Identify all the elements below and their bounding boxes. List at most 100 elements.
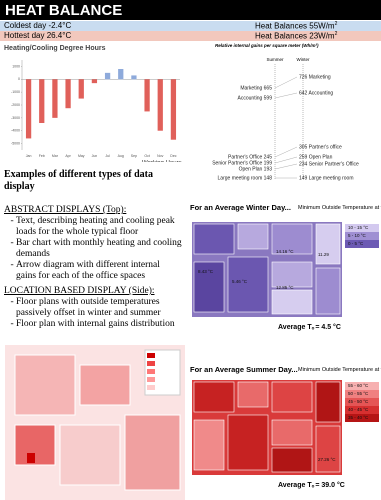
legend-label: 40 - 45 °C <box>348 407 369 412</box>
bar <box>131 75 137 80</box>
summer-label: Partner's Office 245 <box>228 154 272 160</box>
room <box>271 223 313 255</box>
x-tick-label: May <box>78 154 85 158</box>
gains-diagram: Relative internal gains per square meter… <box>212 43 359 181</box>
bullet: Text, describing heating and cooling pea… <box>16 216 182 238</box>
avg-part: Average T <box>278 482 312 489</box>
room <box>193 261 225 313</box>
legend-swatch <box>345 414 379 422</box>
bar <box>91 79 98 84</box>
heading: Examples of different types of data disp… <box>4 169 153 192</box>
y-tick-label: -4000 <box>11 129 20 133</box>
summer-label: Accounting 599 <box>238 95 273 101</box>
winter-label: 642 Accounting <box>299 90 333 96</box>
avg-part: Average T <box>278 324 312 331</box>
room <box>193 223 235 255</box>
room-temp: 12.85 °C <box>276 285 294 290</box>
plan-note: Minimum Outside Temperature at which Tco… <box>298 367 381 374</box>
room <box>271 261 313 288</box>
sub-heading: ABSTRACT DISPLAYS (Top): <box>4 205 127 215</box>
legend-swatch <box>345 406 379 414</box>
bar <box>65 79 71 109</box>
x-tick-label: Jan <box>26 154 32 158</box>
room <box>315 267 341 315</box>
room-temp: 14.16 °C <box>276 249 294 254</box>
winter-label: 726 Marketing <box>299 74 331 80</box>
room-temp: 27.26 °C <box>318 457 336 462</box>
x-tick-label: Dec <box>170 154 176 158</box>
bullet: Bar chart with monthly heating and cooli… <box>16 238 182 260</box>
arrow <box>274 76 298 89</box>
bullet: Floor plans with outside temperatures pa… <box>16 297 182 319</box>
plan-heading: For an Average Winter Day... <box>190 203 291 212</box>
x-tick-label: Aug <box>118 154 124 158</box>
legend-label: 5 - 10 °C <box>348 233 367 238</box>
y-tick-label: -3000 <box>11 116 20 120</box>
row-right: Heat Balances 55W/m <box>255 21 335 31</box>
room <box>193 419 225 471</box>
bar <box>25 79 32 139</box>
arrow <box>274 163 298 170</box>
bullet: Floor plan with internal gains distribut… <box>16 319 182 330</box>
legend-label: 50 - 55 °C <box>348 391 369 396</box>
summer-label: Senior Partner's Office 199 <box>212 160 272 166</box>
avg-part: o <box>312 484 315 489</box>
bar <box>52 79 58 118</box>
room-temp: 8.43 °C <box>198 269 214 274</box>
room <box>315 381 341 423</box>
room <box>271 381 313 413</box>
x-tick-label: Sep <box>131 154 137 158</box>
sub-heading: LOCATION BASED DISPLAY (Side): <box>4 286 155 296</box>
legend-swatch <box>345 240 379 248</box>
legend-label: 35 - 40 °C <box>348 415 369 420</box>
room <box>237 381 269 408</box>
x-tick-label: Feb <box>39 154 45 158</box>
x-tick-label: Oct <box>144 154 149 158</box>
room <box>271 447 313 473</box>
legend-label: 45 - 50 °C <box>348 399 369 404</box>
annotation: Working Hours <box>142 161 182 162</box>
room <box>193 381 235 413</box>
note-part: Minimum Outside Temperature at which T <box>298 367 381 373</box>
room-temp: 5.46 °C <box>232 279 248 284</box>
legend-label: 10 - 15 °C <box>348 225 369 230</box>
avg-part: o <box>312 326 315 331</box>
winter-head: Winter <box>296 57 310 62</box>
average: Average To= 4.5 °C <box>278 323 341 331</box>
bar <box>144 79 150 112</box>
title: HEAT BALANCE <box>5 2 123 19</box>
winter-label: 259 Open Plan <box>299 154 333 160</box>
bar <box>104 72 111 80</box>
y-tick-label: 0 <box>18 77 20 81</box>
summer-label: Open Plan 193 <box>239 166 273 172</box>
arrow <box>274 146 298 158</box>
x-tick-label: Apr <box>65 154 71 158</box>
gains-title: Relative internal gains per square meter… <box>215 43 319 48</box>
summer-label: Large meeting room 148 <box>218 175 273 181</box>
x-tick-label: Jun <box>92 154 98 158</box>
bar <box>118 69 124 80</box>
bar <box>170 79 177 140</box>
bar <box>39 79 45 123</box>
room <box>271 289 313 315</box>
note-part: Minimum Outside Temperature at which T <box>298 205 381 211</box>
room <box>315 425 341 473</box>
winter-plan: For an Average Winter Day... Minimum Outs… <box>190 203 381 331</box>
bar <box>157 79 163 131</box>
sup: 2 <box>334 21 338 27</box>
room <box>227 256 269 313</box>
bar <box>78 79 84 99</box>
room <box>315 223 341 265</box>
arrow <box>274 156 298 164</box>
summer-plan: For an Average Summer Day... Minimum Outs… <box>190 365 381 489</box>
bar-chart: Heating/Cooling Degree Hours 1000 0 -1000 -… <box>4 45 182 162</box>
legend-label: 0 - 5 °C <box>348 241 364 246</box>
legend-label: 55 - 60 °C <box>348 383 369 388</box>
row-left: Coldest day -2.4°C <box>4 21 72 30</box>
banner: HEAT BALANCE <box>0 0 381 20</box>
legend-swatch <box>345 382 379 390</box>
winter-label: 234 Senior Partner's Office <box>299 161 359 167</box>
row: Coldest day -2.4°C Heat Balances 55W/m2 <box>0 21 381 31</box>
room <box>237 223 269 250</box>
